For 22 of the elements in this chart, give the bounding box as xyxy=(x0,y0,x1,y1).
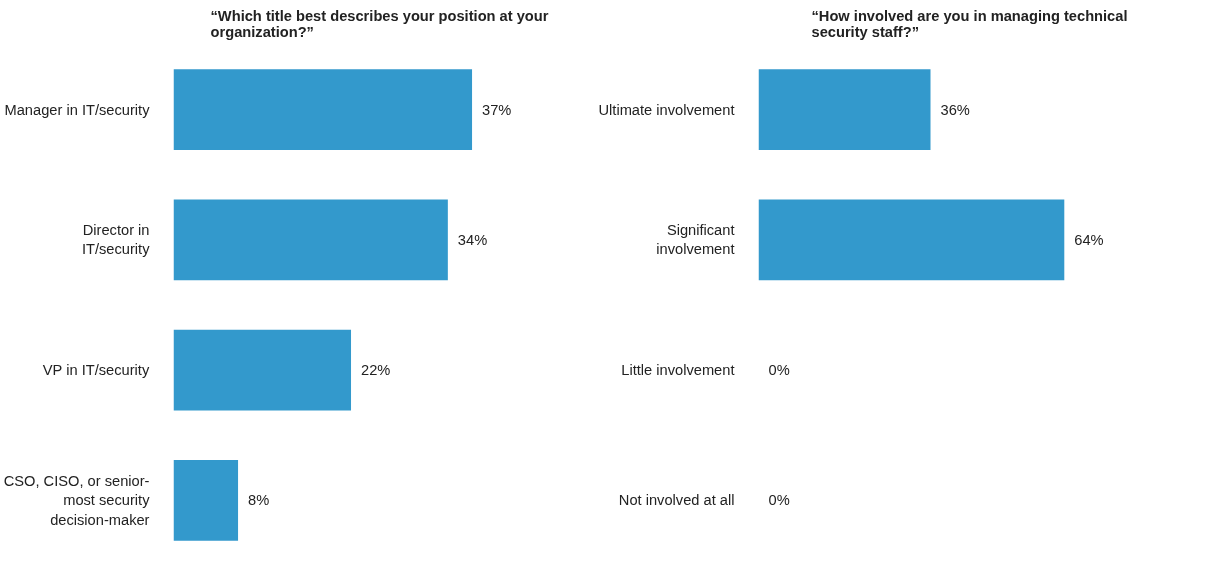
data-label: 0% xyxy=(768,492,790,509)
data-label: 64% xyxy=(1074,231,1104,248)
chart-title: “How involved are you in managing technical security staff?” xyxy=(811,7,1128,40)
y-tick-label: CSO, CISO, or senior-most security decision-maker xyxy=(3,473,151,528)
y-tick-label: Director in IT/security xyxy=(81,222,151,258)
y-tick-label: Significant involvement xyxy=(656,222,735,258)
y-tick-label: Little involvement xyxy=(621,362,735,379)
data-label: 22% xyxy=(361,362,391,379)
y-tick-label: Ultimate involvement xyxy=(598,101,735,118)
data-label: 37% xyxy=(482,101,512,118)
chart-title: “Which title best describes your position at your organization?” xyxy=(210,7,549,40)
bar xyxy=(173,460,239,541)
y-tick-label: VP in IT/security xyxy=(42,362,150,379)
data-label: 0% xyxy=(768,362,790,379)
bar xyxy=(173,199,448,281)
data-label: 36% xyxy=(940,101,970,118)
y-tick-label: Manager in IT/security xyxy=(4,101,151,118)
bar xyxy=(173,69,473,150)
data-label: 8% xyxy=(248,492,270,509)
data-label: 34% xyxy=(457,231,488,248)
y-tick-label: Not involved at all xyxy=(618,492,735,509)
bar xyxy=(173,329,352,411)
